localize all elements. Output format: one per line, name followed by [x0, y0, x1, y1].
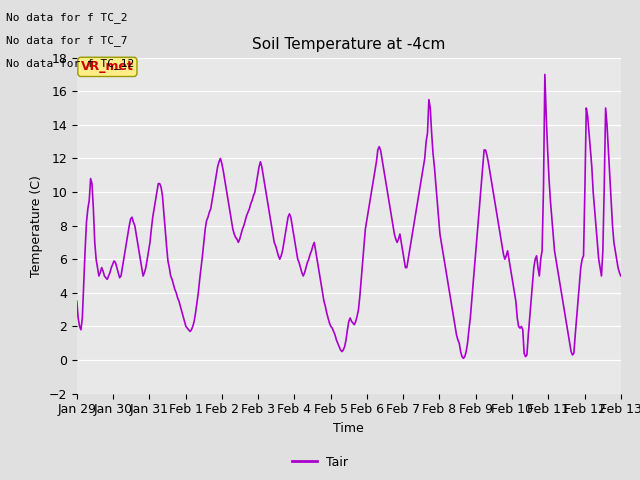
- X-axis label: Time: Time: [333, 422, 364, 435]
- Text: VR_met: VR_met: [81, 60, 134, 73]
- Text: No data for f TC_12: No data for f TC_12: [6, 58, 134, 69]
- Legend: Tair: Tair: [287, 451, 353, 474]
- Text: No data for f TC_7: No data for f TC_7: [6, 35, 128, 46]
- Y-axis label: Temperature (C): Temperature (C): [30, 175, 43, 276]
- Title: Soil Temperature at -4cm: Soil Temperature at -4cm: [252, 37, 445, 52]
- Text: No data for f TC_2: No data for f TC_2: [6, 12, 128, 23]
